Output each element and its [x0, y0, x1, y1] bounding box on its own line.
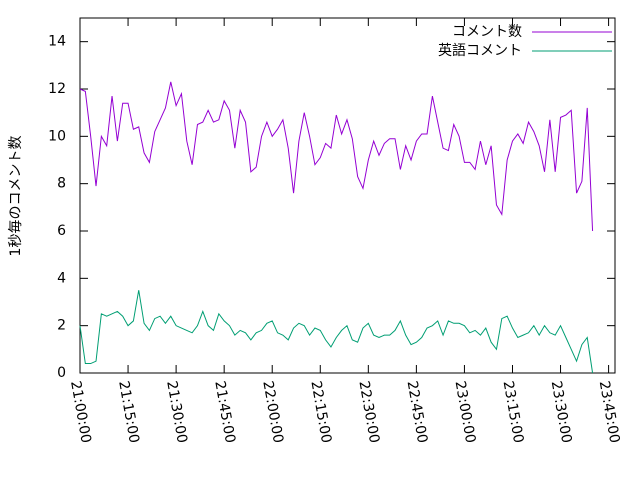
plot-frame: [79, 17, 616, 374]
y-tick-label: 0: [57, 365, 66, 381]
legend-label: 英語コメント: [438, 42, 522, 59]
y-tick-label: 8: [57, 176, 66, 192]
series-line: [79, 81, 594, 232]
legend-label: コメント数: [452, 24, 522, 40]
y-tick-label: 6: [57, 223, 66, 239]
y-axis-label: 1秒毎のコメント数: [8, 136, 24, 257]
y-tick-label: 4: [57, 270, 66, 286]
y-tick-label: 10: [48, 128, 66, 144]
y-tick-label: 12: [48, 81, 66, 97]
y-tick-label: 2: [57, 318, 66, 334]
y-tick-label: 14: [48, 34, 66, 50]
series-line: [79, 290, 594, 374]
